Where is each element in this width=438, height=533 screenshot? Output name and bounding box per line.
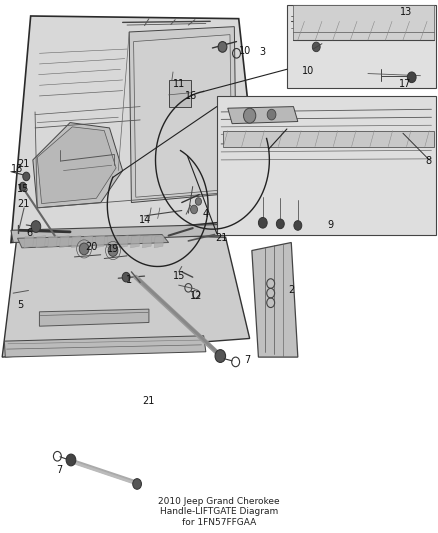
Polygon shape: [83, 236, 93, 248]
Text: 21: 21: [18, 159, 30, 169]
Text: 13: 13: [399, 7, 412, 17]
Text: 5: 5: [18, 300, 24, 310]
Circle shape: [215, 350, 226, 362]
Polygon shape: [169, 80, 191, 107]
Text: 15: 15: [17, 184, 29, 194]
Text: 2: 2: [288, 286, 294, 295]
Circle shape: [276, 219, 284, 229]
Polygon shape: [223, 131, 434, 147]
Polygon shape: [142, 236, 152, 248]
Polygon shape: [119, 236, 128, 248]
Circle shape: [133, 479, 141, 489]
Polygon shape: [131, 236, 140, 248]
Polygon shape: [36, 236, 46, 248]
Polygon shape: [217, 96, 436, 235]
Circle shape: [218, 42, 227, 52]
Text: 10: 10: [239, 46, 251, 55]
Circle shape: [407, 72, 416, 83]
Text: 17: 17: [399, 79, 411, 88]
Text: 9: 9: [328, 221, 334, 230]
Polygon shape: [252, 243, 298, 357]
Circle shape: [294, 221, 302, 230]
Polygon shape: [4, 336, 206, 357]
Circle shape: [108, 245, 118, 256]
Circle shape: [19, 182, 26, 191]
Polygon shape: [11, 224, 250, 243]
Text: 21: 21: [215, 233, 228, 243]
Text: 4: 4: [202, 209, 208, 219]
Polygon shape: [48, 236, 57, 248]
Text: 7: 7: [56, 465, 62, 475]
Text: 12: 12: [190, 291, 202, 301]
Circle shape: [258, 217, 267, 228]
Polygon shape: [287, 5, 436, 88]
Text: 21: 21: [18, 199, 30, 208]
Polygon shape: [2, 232, 250, 357]
Circle shape: [267, 109, 276, 120]
Text: 21: 21: [142, 396, 155, 406]
Text: 2010 Jeep Grand Cherokee
Handle-LIFTGATE Diagram
for 1FN57FFGAA: 2010 Jeep Grand Cherokee Handle-LIFTGATE…: [158, 497, 280, 527]
Polygon shape: [24, 236, 34, 248]
Polygon shape: [37, 127, 116, 204]
Polygon shape: [293, 5, 434, 40]
Polygon shape: [134, 35, 232, 197]
Polygon shape: [107, 236, 117, 248]
Text: 14: 14: [139, 215, 152, 224]
Circle shape: [66, 454, 76, 466]
Circle shape: [31, 221, 41, 232]
Polygon shape: [33, 123, 123, 208]
Text: 6: 6: [26, 228, 32, 238]
Circle shape: [23, 172, 30, 181]
Circle shape: [195, 198, 201, 205]
Text: 16: 16: [185, 91, 197, 101]
Text: 18: 18: [11, 165, 23, 174]
Circle shape: [79, 243, 89, 255]
Text: 7: 7: [244, 355, 251, 365]
Circle shape: [244, 108, 256, 123]
Polygon shape: [39, 309, 149, 326]
Text: 20: 20: [85, 242, 98, 252]
Polygon shape: [129, 27, 237, 203]
Polygon shape: [228, 107, 298, 124]
Text: 11: 11: [173, 79, 185, 89]
Text: 10: 10: [302, 67, 314, 76]
Circle shape: [312, 42, 320, 52]
Text: 1: 1: [126, 275, 132, 285]
Text: 8: 8: [425, 156, 431, 166]
Polygon shape: [18, 235, 169, 248]
Circle shape: [122, 272, 130, 282]
Polygon shape: [60, 236, 69, 248]
Text: 19: 19: [107, 244, 119, 254]
Text: 15: 15: [173, 271, 185, 280]
Polygon shape: [154, 236, 164, 248]
Polygon shape: [95, 236, 105, 248]
Polygon shape: [71, 236, 81, 248]
Circle shape: [191, 205, 198, 214]
Text: 3: 3: [259, 47, 265, 56]
Polygon shape: [11, 16, 261, 243]
